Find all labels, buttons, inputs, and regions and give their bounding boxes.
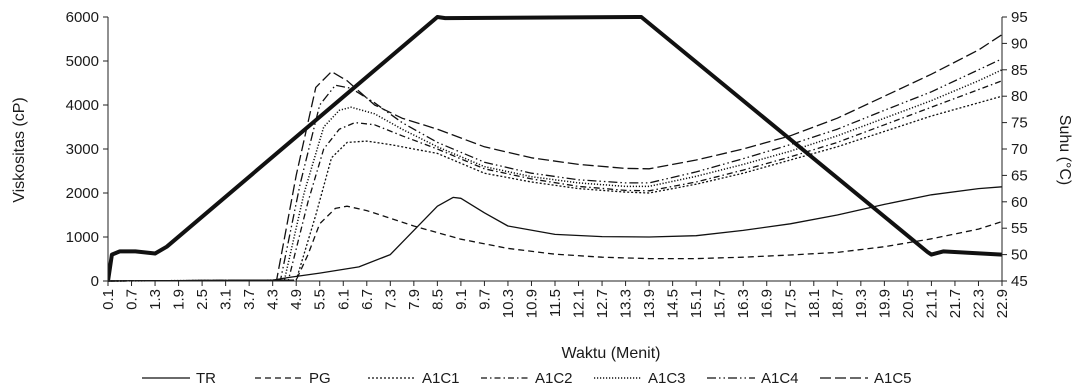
x-tick-label: 3.1 xyxy=(218,289,235,310)
x-tick-label: 12.7 xyxy=(594,289,611,318)
x-tick-label: 10.9 xyxy=(523,289,540,318)
legend-label-pg: PG xyxy=(309,370,331,387)
x-tick-label: 7.9 xyxy=(406,289,423,310)
left-y-tick-label: 2000 xyxy=(66,185,99,202)
legend-label-tr: TR xyxy=(196,370,216,387)
right-y-tick-label: 90 xyxy=(1011,35,1028,52)
x-tick-label: 8.5 xyxy=(429,289,446,310)
left-y-tick-label: 6000 xyxy=(66,9,99,26)
x-tick-label: 10.3 xyxy=(500,289,517,318)
x-tick-label: 18.7 xyxy=(829,289,846,318)
left-y-tick-label: 0 xyxy=(91,273,99,290)
x-tick-label: 1.3 xyxy=(147,289,164,310)
x-tick-label: 11.5 xyxy=(547,289,564,317)
legend-label-a1c4: A1C4 xyxy=(761,370,799,387)
x-tick-label: 13.9 xyxy=(641,289,658,318)
x-tick-label: 18.1 xyxy=(806,289,823,318)
left-y-tick-label: 3000 xyxy=(66,141,99,158)
legend: TR PG A1C1 A1C2 A1C3 A1C4 A1C5 xyxy=(142,370,912,387)
right-y-axis-title: Suhu (°C) xyxy=(1056,115,1073,185)
x-tick-label: 15.1 xyxy=(688,289,705,318)
x-tick-label: 21.7 xyxy=(947,289,964,318)
x-tick-label: 5.5 xyxy=(312,289,329,310)
legend-label-a1c2: A1C2 xyxy=(535,370,573,387)
series-line-a1c4 xyxy=(108,58,1002,282)
right-y-tick-label: 75 xyxy=(1011,115,1028,132)
x-axis-title: Waktu (Menit) xyxy=(562,345,661,362)
x-tick-label: 1.9 xyxy=(171,289,188,310)
right-y-tick-label: 95 xyxy=(1011,9,1028,26)
right-y-axis: 45 50 55 60 65 70 75 80 85 90 95 xyxy=(1001,9,1028,290)
x-tick-label: 6.7 xyxy=(359,289,376,310)
left-y-axis: 0 1000 2000 3000 4000 5000 6000 xyxy=(66,9,109,290)
x-tick-label: 0.1 xyxy=(100,289,117,310)
x-tick-label: 12.1 xyxy=(571,289,588,318)
series-line-pg xyxy=(108,205,1002,282)
legend-label-a1c3: A1C3 xyxy=(648,370,686,387)
x-tick-label: 21.1 xyxy=(923,289,940,318)
x-tick-label: 9.7 xyxy=(476,289,493,310)
x-tick-label: 0.7 xyxy=(124,289,141,310)
legend-label-a1c5: A1C5 xyxy=(874,370,912,387)
right-y-tick-label: 60 xyxy=(1011,194,1028,211)
x-tick-label: 22.9 xyxy=(994,289,1011,318)
left-y-tick-label: 1000 xyxy=(66,229,99,246)
right-y-tick-label: 55 xyxy=(1011,220,1028,237)
right-y-tick-label: 80 xyxy=(1011,88,1028,105)
right-y-tick-label: 50 xyxy=(1011,247,1028,264)
x-tick-label: 7.3 xyxy=(382,289,399,310)
x-axis: 0.1 0.7 1.3 1.9 2.5 3.1 3.7 4.3 4.9 5.5 6.1 6.7 7.3 7… xyxy=(100,280,1011,318)
left-y-tick-label: 4000 xyxy=(66,97,99,114)
x-tick-label: 9.1 xyxy=(453,289,470,310)
x-tick-label: 17.5 xyxy=(782,289,799,318)
right-y-tick-label: 65 xyxy=(1011,167,1028,184)
left-y-axis-title: Viskositas (cP) xyxy=(11,97,28,203)
x-tick-label: 4.3 xyxy=(265,289,282,310)
x-tick-label: 3.7 xyxy=(241,289,258,310)
series-line-a1c1 xyxy=(108,95,1002,282)
x-tick-label: 13.3 xyxy=(618,289,635,318)
x-tick-label: 20.5 xyxy=(900,289,917,318)
x-tick-label: 14.5 xyxy=(665,289,682,318)
x-tick-label: 19.9 xyxy=(876,289,893,318)
x-tick-label: 15.7 xyxy=(712,289,729,318)
x-tick-label: 16.9 xyxy=(759,289,776,318)
series-line-a1c5 xyxy=(108,34,1002,282)
x-tick-label: 16.3 xyxy=(735,289,752,318)
temperature-line xyxy=(108,15,1002,282)
right-y-tick-label: 70 xyxy=(1011,141,1028,158)
plot-area xyxy=(108,15,1002,282)
right-y-tick-label: 45 xyxy=(1011,273,1028,290)
series-line-a1c2 xyxy=(108,80,1002,282)
x-tick-label: 2.5 xyxy=(194,289,211,310)
x-tick-label: 19.3 xyxy=(853,289,870,318)
x-tick-label: 22.3 xyxy=(970,289,987,318)
series-line-tr xyxy=(108,186,1002,282)
x-tick-label: 4.9 xyxy=(288,289,305,310)
x-tick-label: 6.1 xyxy=(335,289,352,310)
series-line-a1c3 xyxy=(108,69,1002,282)
right-y-tick-label: 85 xyxy=(1011,62,1028,79)
legend-label-a1c1: A1C1 xyxy=(422,370,460,387)
left-y-tick-label: 5000 xyxy=(66,53,99,70)
